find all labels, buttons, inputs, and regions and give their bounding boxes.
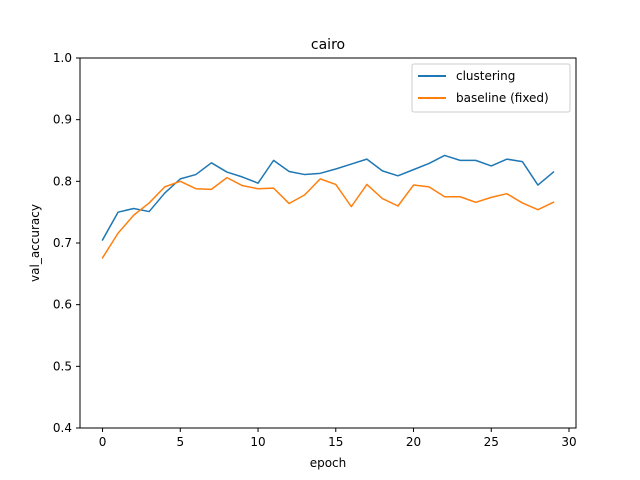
series-layer — [101, 154, 555, 259]
y-tick-label: 0.9 — [53, 113, 72, 127]
y-tick-label: 0.8 — [53, 174, 72, 188]
x-tick-label: 0 — [99, 435, 107, 449]
y-tick-label: 1.0 — [53, 51, 72, 65]
y-tick-label: 0.7 — [53, 236, 72, 250]
x-tick-label: 25 — [484, 435, 499, 449]
x-axis-ticks: 0 5 10 15 20 25 30 — [99, 428, 577, 449]
x-tick-label: 30 — [561, 435, 576, 449]
legend-box — [411, 63, 571, 113]
x-tick-label: 5 — [176, 435, 184, 449]
y-tick-label: 0.6 — [53, 298, 72, 312]
y-tick-label: 0.5 — [53, 359, 72, 373]
y-axis-ticks: 0.4 0.5 0.6 0.7 0.8 0.9 1.0 — [53, 51, 80, 435]
y-tick-label: 0.4 — [53, 421, 72, 435]
series-line-clustering — [101, 154, 555, 241]
x-tick-label: 10 — [250, 435, 265, 449]
x-axis-label: epoch — [310, 456, 347, 470]
x-tick-label: 15 — [328, 435, 343, 449]
chart-title: cairo — [311, 37, 345, 53]
legend-label-baseline: baseline (fixed) — [456, 91, 549, 105]
y-axis-label: val_accuracy — [28, 204, 42, 282]
legend-label-clustering: clustering — [456, 69, 515, 83]
x-tick-label: 20 — [406, 435, 421, 449]
legend: clustering baseline (fixed) — [411, 63, 571, 113]
series-line-baseline-fixed — [101, 176, 555, 259]
